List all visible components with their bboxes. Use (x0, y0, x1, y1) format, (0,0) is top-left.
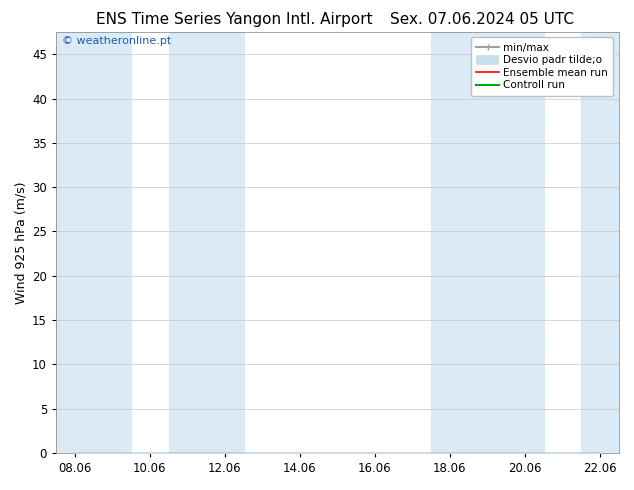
Text: © weatheronline.pt: © weatheronline.pt (61, 36, 171, 47)
Legend: min/max, Desvio padr tilde;o, Ensemble mean run, Controll run: min/max, Desvio padr tilde;o, Ensemble m… (471, 37, 613, 96)
Bar (169, 32, 243, 453)
Bar (431, 32, 543, 453)
Bar (581, 32, 619, 453)
Text: ENS Time Series Yangon Intl. Airport: ENS Time Series Yangon Intl. Airport (96, 12, 373, 27)
Bar (56, 32, 131, 453)
Text: Sex. 07.06.2024 05 UTC: Sex. 07.06.2024 05 UTC (390, 12, 574, 27)
Y-axis label: Wind 925 hPa (m/s): Wind 925 hPa (m/s) (15, 181, 28, 304)
